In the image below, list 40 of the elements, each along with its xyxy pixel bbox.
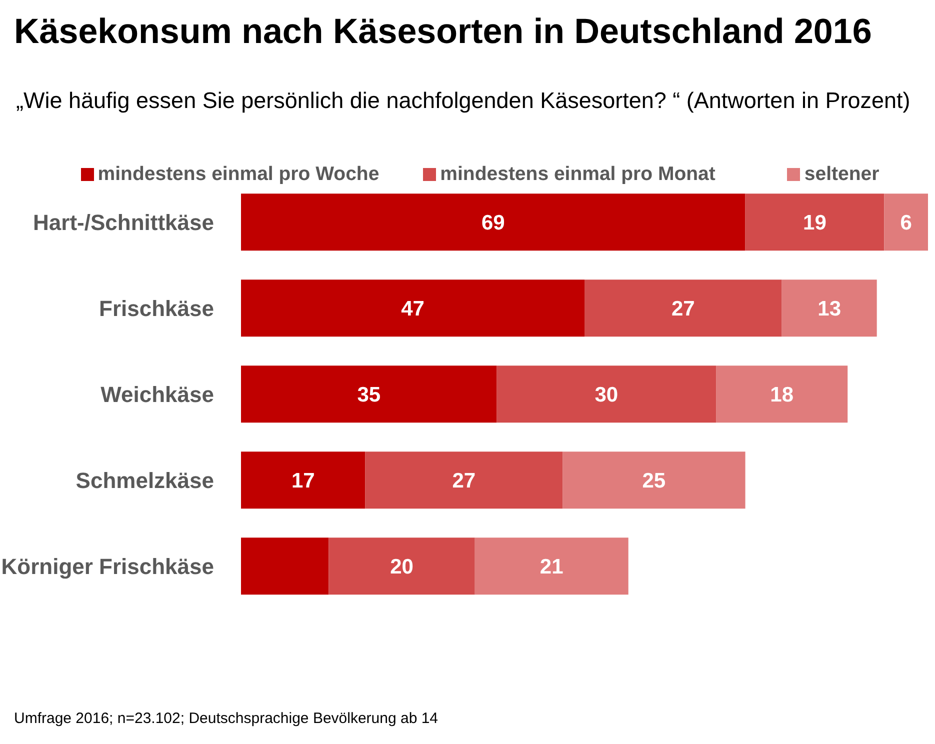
data-label: 27 [452,470,476,493]
data-label: 17 [291,470,315,493]
y-tick-label: Körniger Frischkäse [1,554,214,579]
bar [241,366,497,423]
data-label: 18 [770,384,794,407]
data-label: 20 [390,556,414,579]
bar [474,538,628,595]
chart-title: Käsekonsum nach Käsesorten in Deutschland 2016 [14,12,872,51]
bar [562,452,746,509]
bar [241,194,746,251]
bar [241,280,584,337]
data-label: 25 [642,470,666,493]
text: Umfrage 2016; n=23.102; Deutschsprachige Bevölkerung ab 14 [14,710,438,727]
bar [716,366,848,423]
data-label: 6 [900,212,912,235]
chart-subtitle: „Wie häufig essen Sie persönlich die nachfolgenden Käsesorten? “ (Antworten in Prozent) [16,88,910,113]
bar [328,538,475,595]
data-label: 27 [671,298,695,321]
data-label: 30 [594,384,618,407]
bar [241,538,329,595]
legend-label: seltener [804,163,880,185]
data-label: 35 [357,384,381,407]
bar [365,452,563,509]
bar [884,194,928,251]
bar [496,366,716,423]
y-tick-label: Weichkäse [100,382,214,407]
y-tick-label: Hart-/Schnittkäse [33,210,214,235]
bar [745,194,884,251]
data-label: 21 [540,556,564,579]
y-tick-label: Frischkäse [99,296,214,321]
legend-label: mindestens einmal pro Woche [98,163,380,185]
bar [241,452,366,509]
data-label: 47 [401,298,424,321]
data-label: 13 [818,298,842,321]
bar [584,280,782,337]
legend-label: mindestens einmal pro Monat [440,163,716,185]
data-label: 69 [481,212,505,235]
bar [782,280,877,337]
y-tick-label: Schmelzkäse [76,468,214,493]
data-label: 19 [803,212,826,235]
